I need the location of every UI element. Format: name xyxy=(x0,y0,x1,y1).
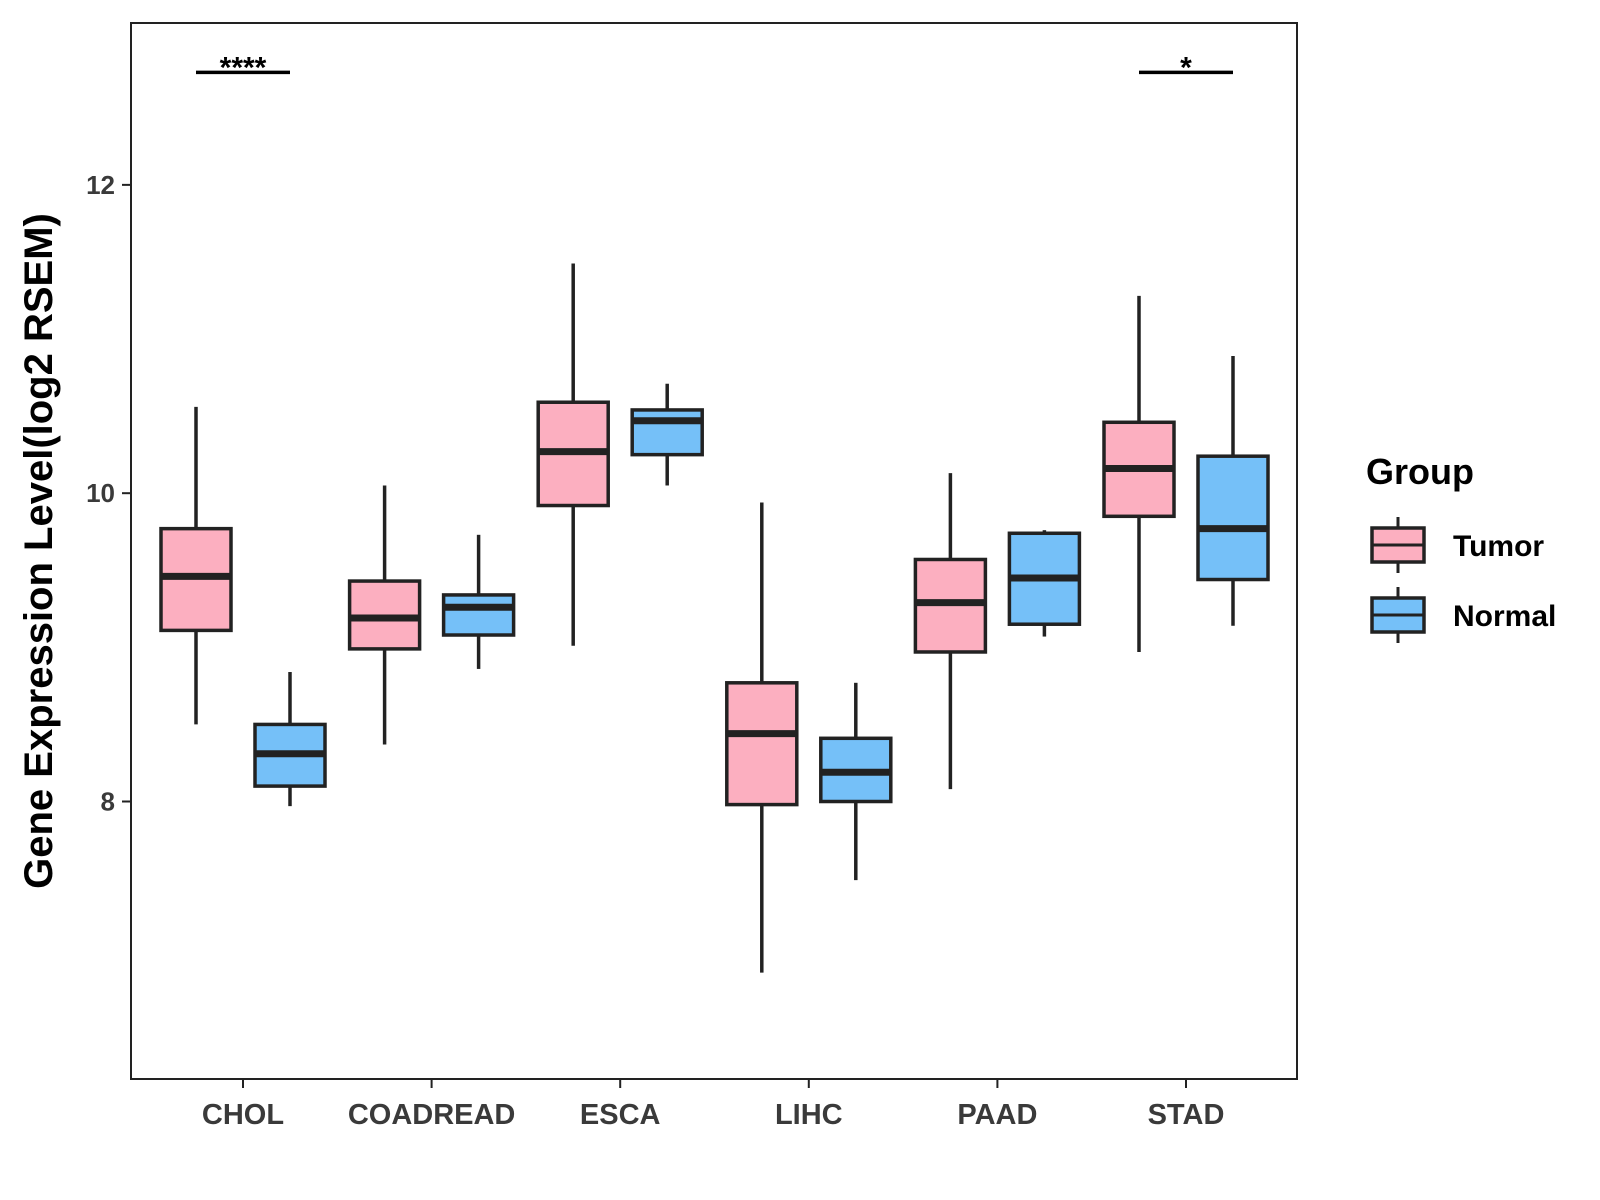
legend-label: Normal xyxy=(1453,600,1556,633)
y-tick-label: 12 xyxy=(86,170,115,200)
plot-panel xyxy=(130,22,1298,1080)
y-axis-label: Gene Expression Level(log2 RSEM) xyxy=(17,213,61,889)
box-tumor-esca xyxy=(536,263,610,646)
y-tick-label: 8 xyxy=(101,787,115,817)
box-tumor-stad xyxy=(1102,295,1176,652)
significance-label: **** xyxy=(220,51,267,84)
box-normal-chol xyxy=(253,672,327,807)
box-normal-lihc xyxy=(819,682,893,881)
legend-label: Tumor xyxy=(1453,530,1544,563)
legend-entry-normal: Normal xyxy=(1370,587,1556,643)
box-normal-paad xyxy=(1007,530,1082,637)
box-tumor-paad xyxy=(913,473,988,790)
legend-entry-tumor: Tumor xyxy=(1370,517,1544,573)
x-tick-label: PAAD xyxy=(957,1099,1037,1131)
box-tumor-coadread xyxy=(347,485,422,745)
box-tumor-chol xyxy=(159,406,233,725)
box-tumor-lihc xyxy=(725,502,799,973)
box-iqr xyxy=(1196,454,1270,582)
box-normal-coadread xyxy=(441,534,516,669)
legend-title: Group xyxy=(1366,451,1474,492)
x-tick-label: STAD xyxy=(1148,1099,1225,1131)
box-iqr xyxy=(441,593,516,637)
x-tick-label: ESCA xyxy=(580,1099,661,1131)
significance-label: * xyxy=(1180,51,1192,84)
y-tick-label: 10 xyxy=(86,478,115,508)
box-iqr xyxy=(725,681,799,807)
x-tick-label: CHOL xyxy=(202,1099,284,1131)
box-normal-stad xyxy=(1196,355,1270,626)
x-tick-label: LIHC xyxy=(775,1099,843,1131)
box-normal-esca xyxy=(630,383,704,486)
x-tick-label: COADREAD xyxy=(348,1099,516,1131)
box-iqr xyxy=(630,408,704,457)
